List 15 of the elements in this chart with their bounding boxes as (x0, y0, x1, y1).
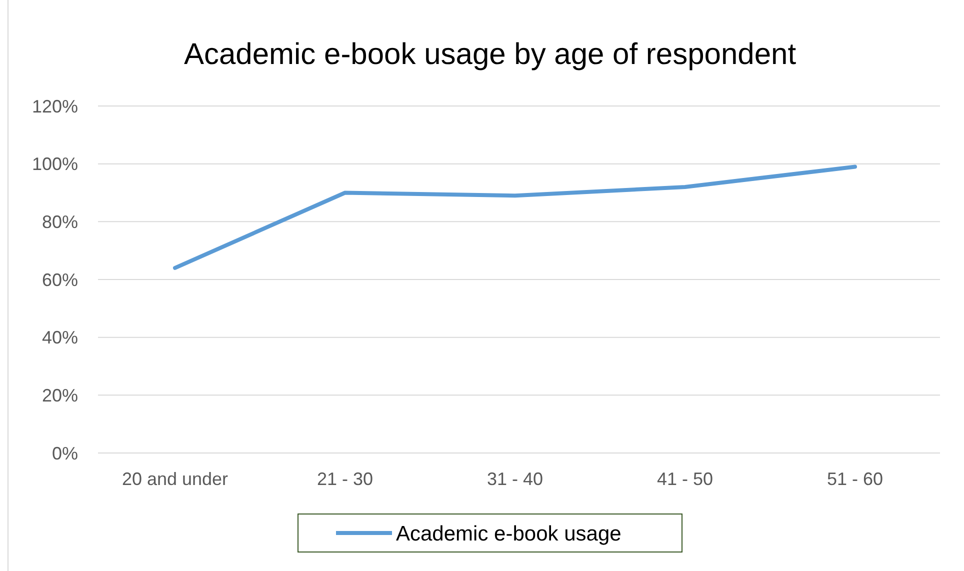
legend-label: Academic e-book usage (396, 522, 622, 546)
y-tick-label: 120% (32, 96, 78, 116)
x-tick-label: 31 - 40 (486, 469, 544, 489)
y-tick-label: 0% (52, 443, 78, 464)
y-tick-label: 100% (32, 154, 78, 174)
x-tick-label: 21 - 30 (316, 469, 374, 489)
y-tick-label: 80% (42, 212, 78, 232)
line-series (173, 164, 857, 270)
y-tick-label: 20% (42, 385, 78, 406)
y-tick-label: 60% (42, 270, 78, 290)
y-tick-label: 40% (42, 328, 78, 348)
x-tick-label: 51 - 60 (826, 469, 884, 489)
chart-title: Academic e-book usage by age of respondent (184, 38, 797, 71)
x-tick-label: 20 and under (122, 469, 228, 489)
x-tick-label: 41 - 50 (656, 469, 714, 489)
